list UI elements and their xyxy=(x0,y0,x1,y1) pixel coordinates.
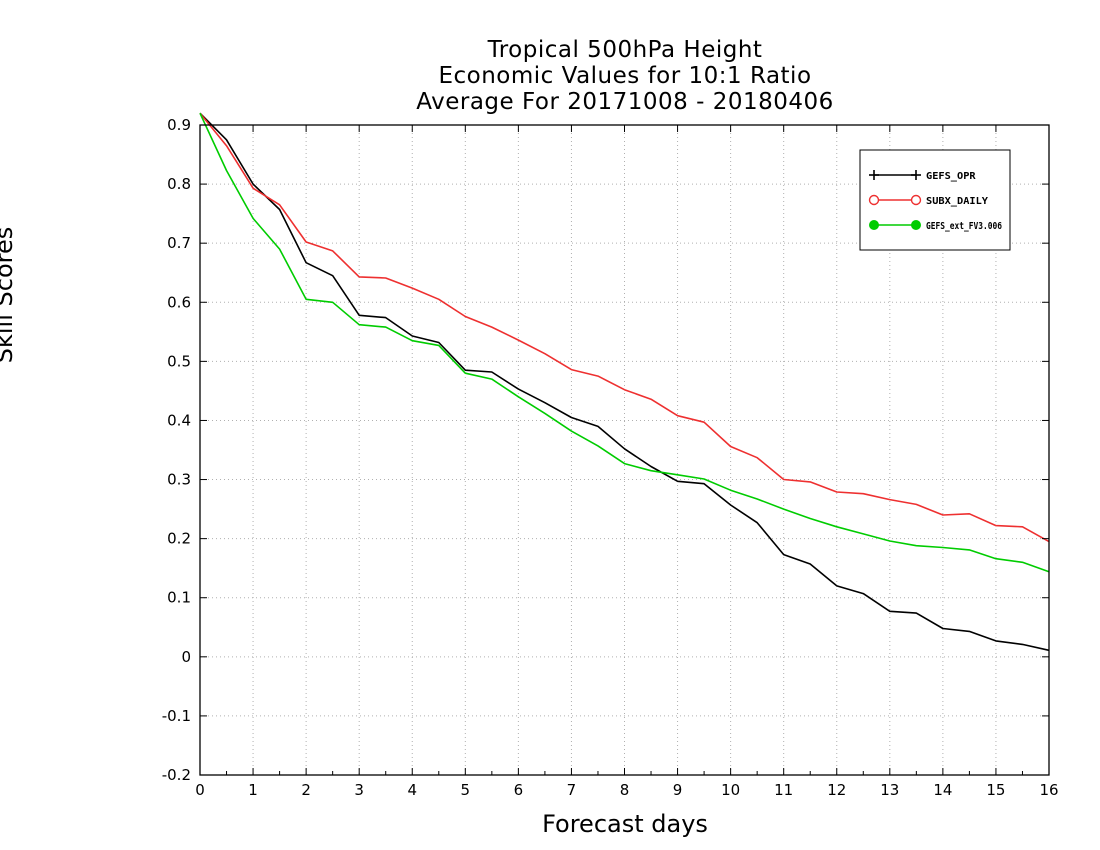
legend-marker-open-circle xyxy=(868,194,880,206)
y-tick-label: -0.2 xyxy=(162,766,191,784)
legend-label-gefs-ext-fv3-006: GEFS_ext_FV3.006 xyxy=(926,221,1002,232)
legend-label-subx-daily: SUBX_DAILY xyxy=(926,196,988,207)
series-line-gefs-opr xyxy=(199,112,1050,652)
x-tick-label: 6 xyxy=(514,781,524,799)
x-tick-label: 13 xyxy=(880,781,899,799)
legend-marker-open-circle xyxy=(910,194,922,206)
x-tick-label: 0 xyxy=(195,781,205,799)
y-tick-label: 0.4 xyxy=(167,411,191,429)
x-tick-label: 12 xyxy=(827,781,846,799)
series-line-subx-daily xyxy=(199,112,1050,543)
x-tick-label: 11 xyxy=(774,781,793,799)
x-tick-label: 16 xyxy=(1039,781,1058,799)
x-tick-label: 5 xyxy=(461,781,471,799)
x-tick-label: 2 xyxy=(301,781,311,799)
legend-marker-filled-circle xyxy=(911,220,921,230)
chart-title-line-2: Economic Values for 10:1 Ratio xyxy=(438,63,812,89)
x-tick-label: 1 xyxy=(248,781,258,799)
x-tick-label: 14 xyxy=(933,781,952,799)
series-line-gefs-ext-fv3-006 xyxy=(199,112,1050,573)
legend-label-gefs-opr: GEFS_OPR xyxy=(926,171,977,182)
y-tick-label: -0.1 xyxy=(162,707,191,725)
x-tick-label: 7 xyxy=(567,781,577,799)
y-tick-label: 0.2 xyxy=(167,530,191,548)
y-tick-label: 0.8 xyxy=(167,175,191,193)
chart-title-line-3: Average For 20171008 - 20180406 xyxy=(416,89,834,115)
x-tick-label: 15 xyxy=(986,781,1005,799)
chart-title-line-1: Tropical 500hPa Height xyxy=(487,37,763,63)
y-tick-label: 0.3 xyxy=(167,471,191,489)
x-tick-label: 9 xyxy=(673,781,683,799)
x-axis-label: Forecast days xyxy=(542,810,708,838)
x-tick-label: 10 xyxy=(721,781,740,799)
y-tick-label: 0.9 xyxy=(167,116,191,134)
x-tick-label: 3 xyxy=(354,781,364,799)
y-tick-label: 0.7 xyxy=(167,234,191,252)
y-tick-label: 0 xyxy=(181,648,191,666)
y-tick-label: 0.6 xyxy=(167,293,191,311)
legend-marker-filled-circle xyxy=(869,220,879,230)
y-tick-label: 0.1 xyxy=(167,589,191,607)
x-tick-label: 8 xyxy=(620,781,630,799)
y-tick-label: 0.5 xyxy=(167,352,191,370)
x-tick-label: 4 xyxy=(407,781,417,799)
